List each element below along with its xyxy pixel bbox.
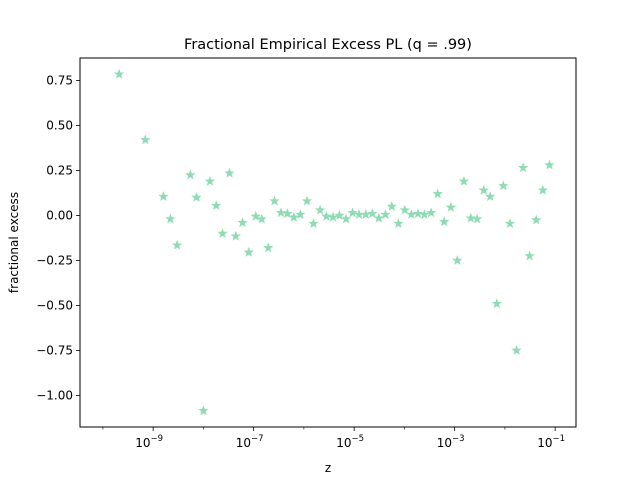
data-point [393,218,404,229]
x-tick-label: 10−9 [135,434,163,450]
data-point [211,200,222,211]
data-point [471,213,483,224]
data-point [204,175,216,186]
data-point [113,68,125,79]
data-point [269,195,280,206]
y-tick-label: −0.75 [36,344,73,358]
data-point [191,192,202,202]
data-point [419,209,430,220]
x-axis-label: z [325,461,331,475]
data-point [295,209,306,220]
x-axis-ticks: 10−9 10−7 10−5 10−3 10−1 [102,427,565,450]
data-point [230,230,241,241]
plot-frame [79,57,577,428]
data-point [171,239,183,250]
data-point [327,211,339,222]
data-point [360,209,371,220]
data-point [301,195,313,206]
chart-title: Fractional Empirical Excess PL (q = .99) [184,37,472,53]
data-point [256,213,267,224]
data-point [439,216,450,227]
data-point [275,207,287,218]
data-point [484,191,496,202]
x-tick-label: 10−3 [437,434,465,450]
data-point [517,162,529,173]
y-tick-label: 0.25 [46,164,73,178]
data-point [250,210,261,221]
y-tick-label: 0.00 [46,209,73,223]
data-point [399,204,411,215]
data-point [347,207,358,218]
data-point [185,169,196,180]
data-point [458,175,470,186]
data-point [425,207,437,218]
data-point [478,184,489,195]
data-point [308,218,319,229]
data-point [237,217,248,228]
y-axis-ticks: 0.75 0.50 0.25 0.00 −0.25 −0.50 −0.75 −1.00 [36,74,80,403]
data-point [217,228,228,238]
data-point [511,345,522,355]
data-point [367,208,378,219]
data-point [491,298,503,309]
data-point [282,208,293,219]
data-point [445,201,457,212]
x-tick-label: 10−5 [336,434,364,450]
data-point [498,180,509,191]
data-point [243,246,254,257]
y-tick-label: 0.50 [46,119,73,133]
data-point [373,212,385,223]
y-tick-label: 0.75 [46,74,73,88]
data-point [288,211,300,222]
y-tick-label: −0.50 [36,299,73,313]
data-point [340,213,352,224]
data-point [224,167,235,178]
data-point [504,218,516,229]
data-point [531,214,542,225]
y-axis-label: fractional excess [7,192,21,293]
data-point [263,242,274,253]
data-point [524,250,535,261]
data-point [198,405,209,416]
data-point [380,209,391,220]
data-point [140,134,151,145]
data-point [465,212,477,223]
y-tick-label: −0.25 [36,254,73,268]
x-tick-label: 10−7 [236,434,264,450]
data-point [406,209,417,220]
data-points [113,68,555,416]
data-point [544,159,555,170]
data-point [537,184,549,195]
data-point [412,208,424,219]
data-point [314,204,326,215]
y-tick-label: −1.00 [36,389,73,403]
data-point [165,213,176,224]
data-point [452,255,463,265]
data-point [334,210,345,220]
data-point [386,201,397,211]
x-tick-label: 10−1 [537,434,565,450]
data-point [158,191,169,202]
data-point [432,188,443,199]
data-point [321,210,332,221]
